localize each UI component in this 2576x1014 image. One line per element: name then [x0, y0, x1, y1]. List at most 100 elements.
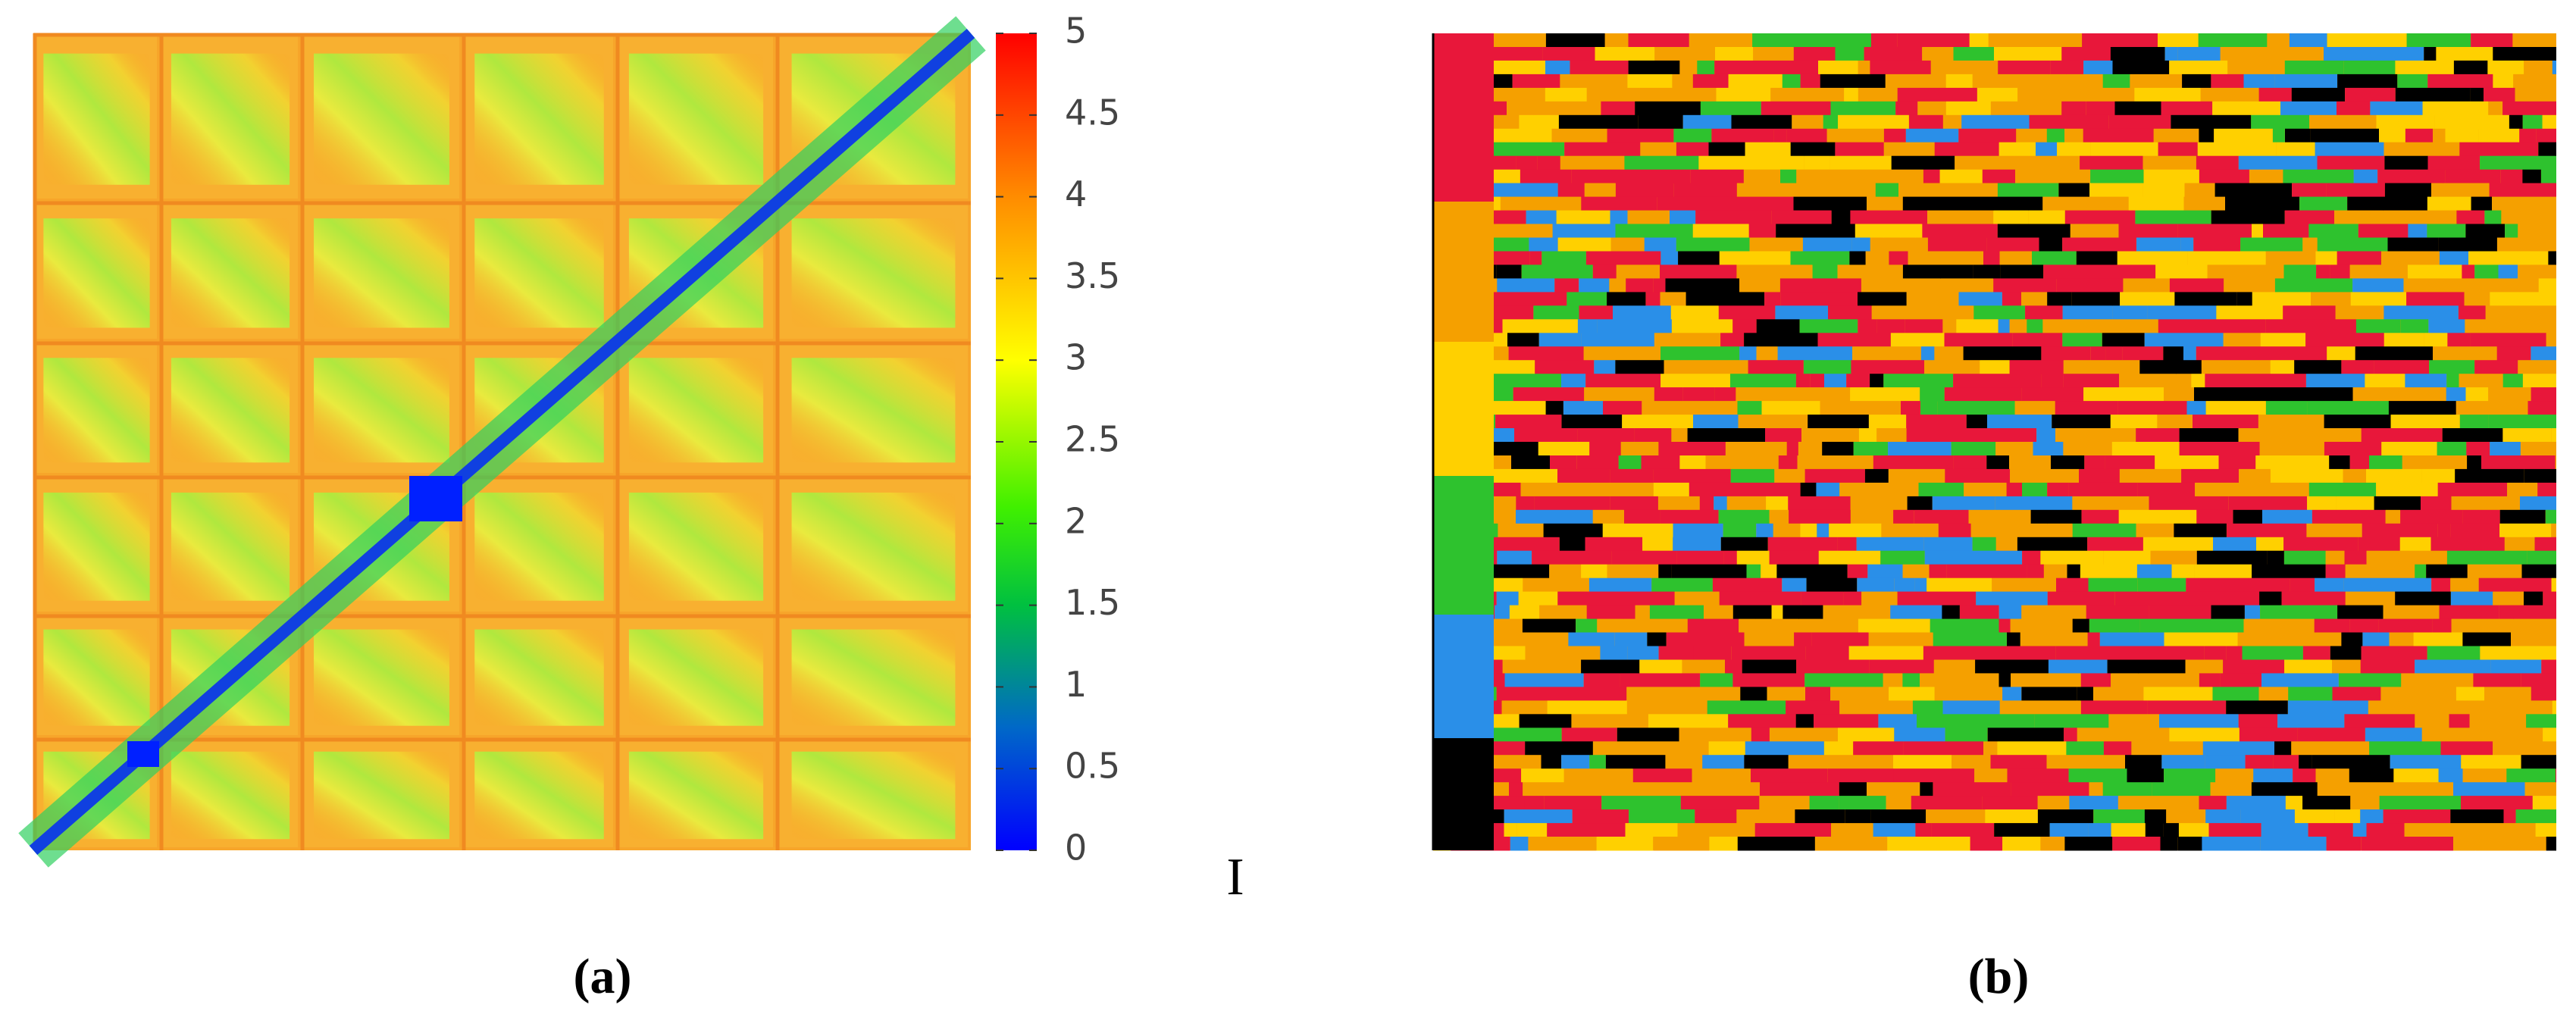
texture — [2215, 768, 2254, 783]
texture — [1744, 755, 1789, 769]
texture — [2552, 700, 2556, 715]
texture — [2470, 333, 2546, 347]
texture — [2229, 374, 2306, 388]
texture — [2361, 428, 2443, 443]
texture — [1855, 224, 1923, 238]
texture — [2214, 183, 2293, 198]
texture — [1999, 673, 2011, 687]
texture — [2143, 687, 2213, 701]
texture — [2281, 591, 2346, 606]
texture — [2352, 278, 2404, 293]
texture — [2062, 237, 2136, 252]
texture — [2144, 333, 2224, 347]
texture — [1649, 605, 1704, 620]
texture — [1736, 196, 1794, 211]
texture — [2136, 523, 2174, 538]
texture — [2400, 319, 2429, 333]
texture — [1616, 264, 1660, 279]
texture — [2040, 837, 2065, 851]
texture — [1758, 60, 1791, 75]
texture — [2105, 346, 2123, 361]
texture — [1476, 128, 1552, 143]
texture — [2089, 782, 2103, 796]
texture — [1890, 605, 1942, 620]
texture — [2355, 319, 2401, 333]
texture — [2292, 428, 2362, 443]
texture — [1848, 646, 1866, 660]
texture — [1850, 496, 1908, 511]
texture — [2030, 509, 2082, 524]
texture — [2437, 523, 2451, 538]
texture — [1692, 768, 1751, 783]
texture — [1571, 714, 1648, 728]
texture — [1751, 768, 1828, 783]
texture — [1865, 646, 1923, 660]
texture — [2142, 155, 2196, 171]
texture — [1545, 33, 1605, 48]
texture — [1693, 415, 1739, 429]
texture — [2112, 837, 2161, 851]
texture — [1620, 442, 1659, 456]
texture — [1522, 618, 1576, 634]
texture — [1680, 796, 1760, 810]
texture — [2027, 564, 2044, 579]
texture — [2344, 550, 2367, 565]
texture — [2297, 319, 2356, 333]
texture — [1561, 728, 1617, 742]
texture — [2404, 823, 2484, 837]
texture — [2336, 496, 2374, 511]
texture — [2377, 224, 2409, 238]
texture — [2163, 346, 2183, 361]
texture — [2390, 415, 2460, 429]
texture — [1682, 659, 1705, 674]
texture — [1871, 305, 1948, 320]
texture — [2240, 809, 2295, 824]
texture — [2205, 755, 2246, 769]
texture — [1864, 47, 1923, 61]
texture — [2043, 564, 2067, 579]
texture — [1809, 796, 1839, 810]
texture — [2199, 128, 2214, 143]
texture — [1607, 292, 1646, 306]
texture — [2542, 114, 2556, 130]
texture — [1513, 387, 1585, 402]
texture — [1524, 796, 1545, 810]
texture — [2114, 591, 2195, 606]
texture — [1906, 415, 1967, 429]
texture — [2042, 196, 2068, 211]
texture — [2532, 796, 2556, 810]
texture — [2063, 442, 2112, 456]
texture — [1942, 319, 1957, 333]
texture — [1805, 646, 1849, 660]
texture — [1930, 618, 1999, 634]
texture — [1595, 47, 1655, 61]
texture — [1907, 496, 1933, 511]
texture — [2421, 468, 2455, 484]
texture — [1826, 128, 1884, 143]
tick-label: 0.5 — [1065, 746, 1120, 787]
texture — [1653, 278, 1666, 293]
texture — [1829, 523, 1882, 538]
texture — [2427, 224, 2466, 238]
texture — [1898, 183, 1923, 198]
texture — [2063, 360, 2140, 374]
texture — [2242, 646, 2303, 660]
texture — [2535, 823, 2556, 837]
texture — [1782, 74, 1801, 89]
texture — [2009, 360, 2064, 374]
texture — [2308, 823, 2353, 837]
texture — [2462, 509, 2500, 524]
texture — [1488, 646, 1526, 660]
texture — [2047, 292, 2072, 306]
texture — [2449, 714, 2470, 728]
texture — [1736, 809, 1795, 824]
texture — [1488, 360, 1535, 374]
texture — [1964, 482, 2007, 497]
texture — [1839, 782, 1867, 796]
texture — [2039, 237, 2063, 252]
texture — [2253, 768, 2293, 783]
texture — [2317, 155, 2385, 171]
texture — [2274, 741, 2292, 756]
texture — [2042, 319, 2096, 333]
texture — [2299, 196, 2348, 211]
